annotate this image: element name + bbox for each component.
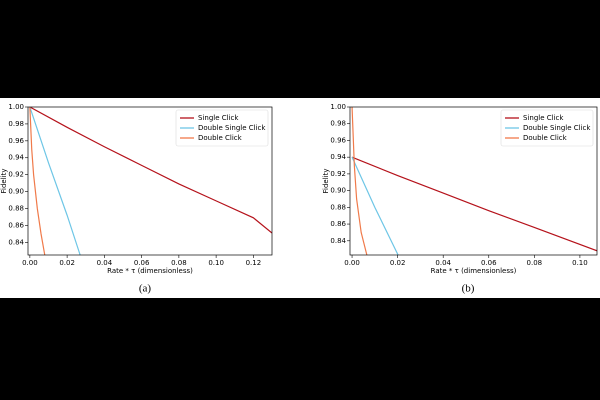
legend-label: Double Click: [198, 134, 243, 142]
legend-label: Double Single Click: [198, 124, 266, 132]
y-tick-label: 0.96: [8, 137, 24, 145]
y-tick-label: 1.00: [330, 103, 346, 111]
y-tick-label: 0.90: [330, 187, 346, 195]
x-tick-label: 0.06: [481, 259, 497, 267]
caption: (a): [139, 283, 152, 295]
y-tick-label: 0.92: [8, 171, 24, 179]
x-tick-label: 0.00: [22, 259, 38, 267]
x-tick-label: 0.10: [572, 259, 588, 267]
legend-label: Single Click: [198, 114, 239, 122]
y-tick-label: 0.84: [8, 238, 24, 246]
y-tick-label: 1.00: [8, 103, 24, 111]
x-tick-label: 0.10: [208, 259, 224, 267]
y-tick-label: 0.96: [330, 136, 346, 144]
y-tick-label: 0.88: [8, 204, 24, 212]
x-tick-label: 0.08: [171, 259, 187, 267]
y-axis-label: Fidelity: [0, 169, 8, 194]
y-tick-label: 0.98: [8, 120, 24, 128]
y-tick-label: 0.92: [330, 170, 346, 178]
caption: (b): [462, 283, 475, 295]
x-tick-label: 0.04: [435, 259, 451, 267]
y-tick-label: 0.90: [8, 188, 24, 196]
x-tick-label: 0.02: [59, 259, 75, 267]
axes-frame: [27, 106, 273, 256]
legend-box: [500, 109, 594, 147]
figure-background: [0, 98, 600, 298]
plot-area: [351, 107, 597, 255]
x-tick-label: 0.00: [344, 259, 360, 267]
x-axis-label: Rate * τ (dimensionless): [107, 267, 193, 275]
y-tick-label: 0.94: [330, 153, 346, 161]
x-tick-label: 0.08: [527, 259, 543, 267]
y-tick-label: 0.86: [8, 221, 24, 229]
y-tick-label: 0.84: [330, 237, 346, 245]
series-line: [29, 107, 272, 234]
legend-label: Double Single Click: [523, 124, 591, 132]
x-axis-label: Rate * τ (dimensionless): [431, 267, 517, 275]
legend-label: Double Click: [523, 134, 568, 142]
axes-frame: [349, 106, 598, 256]
x-tick-label: 0.06: [134, 259, 150, 267]
series-line: [351, 107, 368, 255]
y-tick-label: 0.86: [330, 220, 346, 228]
x-tick-label: 0.12: [246, 259, 262, 267]
legend-label: Single Click: [523, 114, 564, 122]
plot-area: [29, 107, 272, 255]
x-tick-label: 0.04: [97, 259, 113, 267]
series-line: [351, 156, 399, 255]
y-tick-label: 0.88: [330, 203, 346, 211]
y-tick-label: 0.98: [330, 120, 346, 128]
series-line: [29, 107, 46, 255]
y-tick-label: 0.94: [8, 154, 24, 162]
series-line: [29, 107, 81, 255]
y-axis-label: Fidelity: [322, 169, 330, 194]
legend-box: [175, 109, 269, 147]
x-tick-label: 0.02: [390, 259, 406, 267]
series-line: [351, 156, 597, 252]
